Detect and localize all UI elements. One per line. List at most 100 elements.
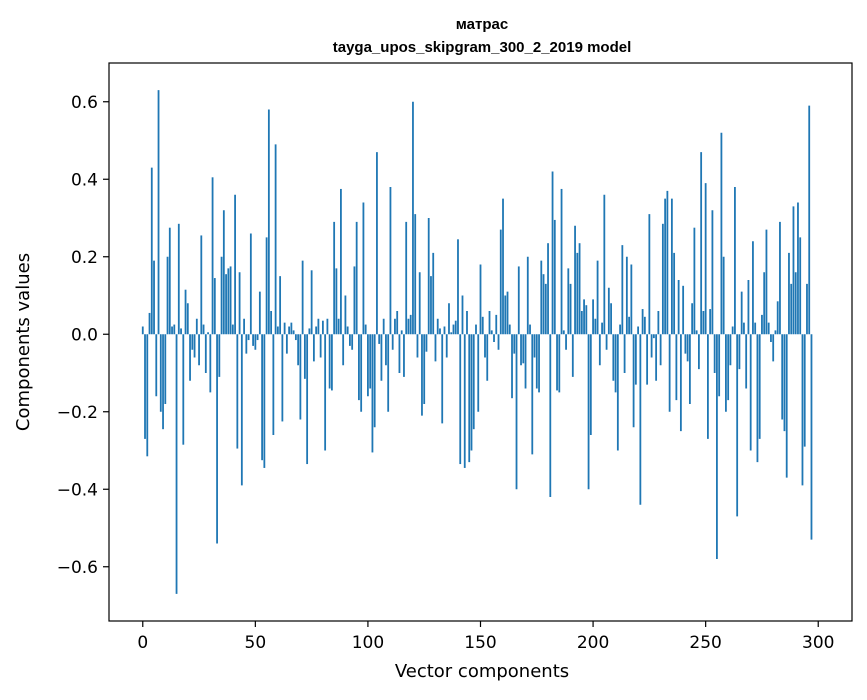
x-tick-label: 0 bbox=[137, 633, 148, 653]
bar-292 bbox=[799, 237, 802, 335]
bar-93 bbox=[351, 334, 354, 350]
bar-190 bbox=[569, 283, 572, 335]
bar-168 bbox=[520, 334, 522, 366]
bar-39 bbox=[229, 266, 232, 335]
bar-154 bbox=[488, 311, 491, 335]
bar-9 bbox=[162, 334, 164, 430]
bar-32 bbox=[213, 278, 216, 335]
y-tick-label: 0.2 bbox=[71, 248, 98, 268]
bar-185 bbox=[558, 334, 561, 393]
bar-121 bbox=[414, 214, 417, 335]
bar-3 bbox=[148, 312, 151, 335]
bar-1 bbox=[144, 334, 146, 439]
bar-212 bbox=[619, 324, 621, 335]
bar-200 bbox=[592, 299, 594, 335]
bar-253 bbox=[711, 210, 714, 335]
bar-133 bbox=[441, 334, 444, 424]
bar-192 bbox=[574, 225, 576, 335]
bar-160 bbox=[502, 198, 504, 335]
bar-179 bbox=[544, 283, 547, 335]
bar-143 bbox=[463, 334, 466, 468]
bar-218 bbox=[632, 334, 635, 428]
bar-261 bbox=[729, 334, 732, 366]
bar-201 bbox=[594, 318, 597, 335]
bar-57 bbox=[270, 311, 273, 335]
bar-29 bbox=[207, 332, 209, 335]
bar-249 bbox=[702, 311, 705, 335]
bar-284 bbox=[781, 334, 784, 420]
chart-title-line2: tayga_upos_skipgram_300_2_2019 model bbox=[333, 39, 632, 56]
bar-276 bbox=[763, 272, 766, 335]
bar-280 bbox=[772, 334, 775, 362]
bar-49 bbox=[252, 334, 254, 346]
bar-231 bbox=[661, 223, 664, 335]
bar-145 bbox=[468, 334, 471, 463]
bar-75 bbox=[310, 270, 313, 335]
bar-219 bbox=[634, 334, 637, 385]
bar-2 bbox=[146, 334, 149, 457]
bar-207 bbox=[607, 287, 610, 335]
bar-191 bbox=[571, 334, 574, 377]
bar-275 bbox=[761, 314, 763, 335]
bar-285 bbox=[783, 334, 786, 432]
bar-71 bbox=[301, 260, 304, 335]
bar-97 bbox=[360, 334, 363, 412]
bar-246 bbox=[695, 330, 698, 335]
bar-164 bbox=[511, 334, 513, 399]
bar-286 bbox=[785, 334, 788, 478]
bar-40 bbox=[231, 324, 234, 335]
bar-181 bbox=[549, 334, 552, 497]
bar-237 bbox=[675, 334, 678, 401]
bar-199 bbox=[589, 334, 592, 435]
bar-6 bbox=[155, 334, 158, 397]
x-tick-label: 200 bbox=[577, 633, 609, 653]
bar-47 bbox=[247, 334, 250, 341]
bar-118 bbox=[407, 318, 410, 335]
bar-72 bbox=[303, 334, 306, 379]
bar-150 bbox=[479, 264, 482, 335]
bar-203 bbox=[598, 334, 601, 366]
bar-131 bbox=[436, 318, 439, 335]
bar-269 bbox=[747, 280, 750, 335]
bar-64 bbox=[285, 334, 288, 354]
bar-series bbox=[141, 90, 813, 594]
bar-69 bbox=[297, 334, 300, 366]
bar-63 bbox=[283, 322, 286, 335]
bar-294 bbox=[803, 334, 806, 447]
x-axis-ticks: 0 50 100 150 200 250 300 bbox=[137, 621, 834, 653]
bar-186 bbox=[560, 188, 563, 335]
bar-25 bbox=[198, 334, 200, 366]
bar-214 bbox=[623, 334, 626, 373]
bar-17 bbox=[180, 328, 182, 335]
bar-106 bbox=[380, 334, 383, 381]
bar-99 bbox=[364, 324, 367, 335]
bar-55 bbox=[265, 237, 268, 335]
bar-42 bbox=[236, 334, 239, 449]
bar-208 bbox=[610, 303, 612, 335]
y-axis-ticks: −0.6 −0.4 −0.2 0.0 0.2 0.4 0.6 bbox=[57, 93, 109, 578]
bar-76 bbox=[312, 334, 315, 362]
bar-236 bbox=[673, 252, 676, 335]
bar-26 bbox=[200, 235, 203, 335]
bar-138 bbox=[452, 324, 455, 335]
bar-126 bbox=[425, 334, 428, 352]
bar-260 bbox=[727, 334, 730, 401]
bar-282 bbox=[776, 301, 779, 335]
bar-169 bbox=[522, 334, 525, 364]
bar-167 bbox=[517, 266, 520, 335]
bar-141 bbox=[459, 334, 462, 465]
bar-92 bbox=[349, 334, 351, 346]
bar-132 bbox=[439, 328, 441, 335]
plot-frame bbox=[108, 62, 853, 622]
bar-198 bbox=[587, 334, 590, 490]
bar-215 bbox=[625, 256, 628, 335]
bar-137 bbox=[450, 332, 453, 335]
bar-45 bbox=[243, 318, 245, 335]
y-tick-label: 0.0 bbox=[71, 325, 98, 345]
bar-247 bbox=[698, 334, 700, 370]
bar-291 bbox=[797, 202, 799, 335]
bar-151 bbox=[481, 316, 484, 335]
bar-12 bbox=[168, 227, 171, 335]
bar-89 bbox=[342, 334, 345, 366]
